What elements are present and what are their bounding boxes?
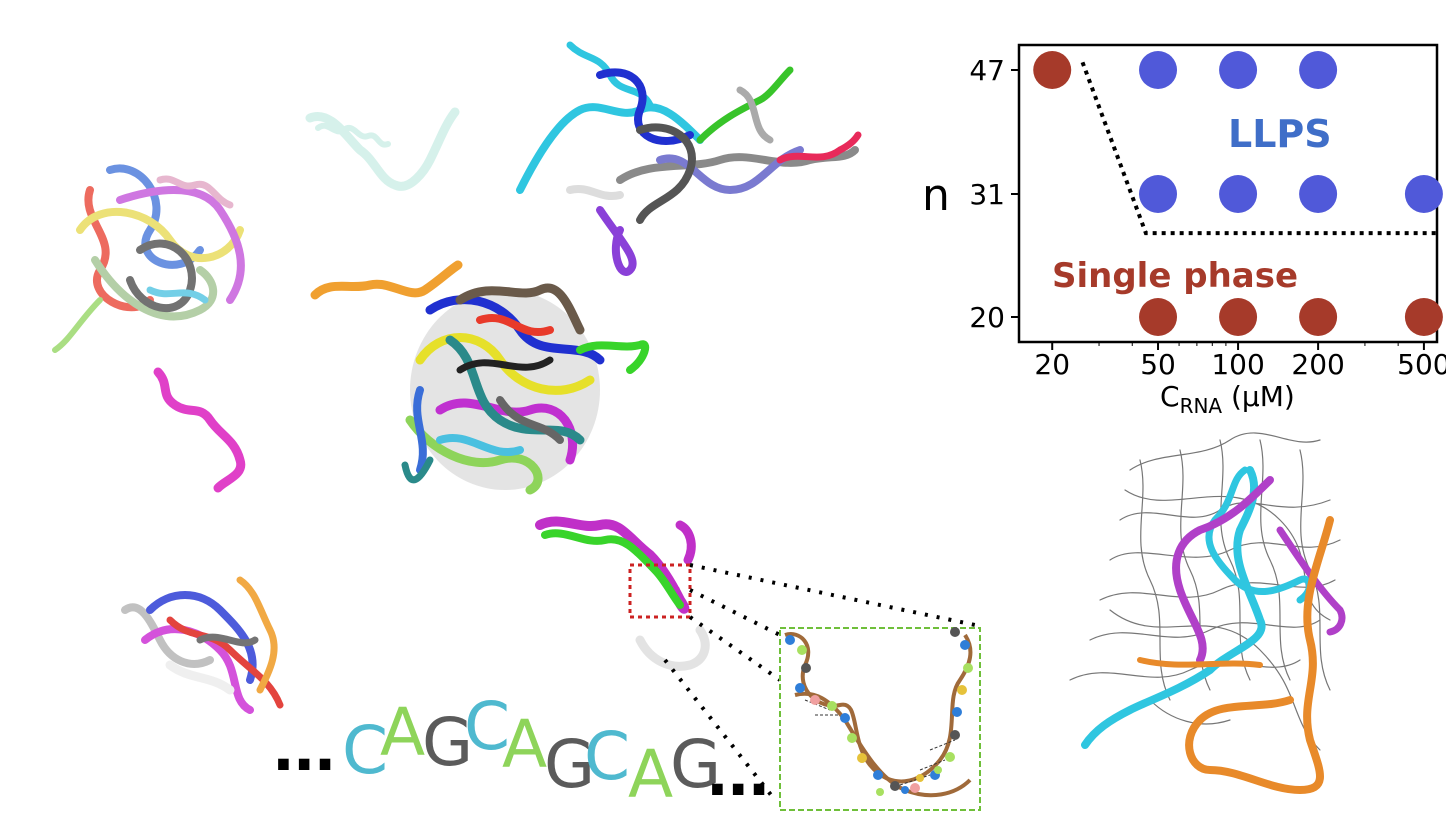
y-tick-label: 20	[969, 301, 1005, 334]
zoom-inset	[779, 627, 981, 811]
rna-cluster-center	[401, 283, 650, 495]
llps-annotation: LLPS	[1228, 112, 1332, 156]
llps-point	[1404, 175, 1443, 213]
rna-cluster-bottom-left	[121, 576, 284, 714]
llps-point	[1219, 175, 1258, 213]
phase-diagram-chart: 20 50 100 200 500 20 31 47 LLPS Single phase n…	[922, 43, 1446, 418]
llps-point	[1299, 175, 1338, 213]
magenta-chain	[153, 367, 246, 493]
rna-sequence: C A G C A G C A G	[272, 690, 792, 810]
sequence-letter: C	[464, 688, 511, 765]
single-phase-point	[1033, 51, 1072, 89]
rna-cluster-top-left	[52, 164, 245, 353]
llps-point	[1219, 51, 1258, 89]
x-tick-label: 500	[1397, 348, 1446, 381]
zoom-connector-lines	[663, 563, 976, 802]
y-tick-label: 47	[969, 54, 1005, 87]
orange-tail	[310, 260, 463, 300]
rna-cluster-top	[516, 41, 862, 276]
rna-duplex	[535, 516, 710, 671]
x-axis-ticks: 20 50 100 200 500	[1034, 342, 1446, 381]
sequence-leading-ellipsis: ...	[272, 715, 336, 785]
faint-chain	[305, 107, 460, 191]
single-phase-annotation: Single phase	[1052, 256, 1298, 296]
plot-frame	[1017, 43, 1439, 344]
sequence-letter: A	[628, 736, 674, 813]
sequence-letter: G	[544, 726, 596, 803]
data-points	[1033, 51, 1443, 336]
x-tick-label: 200	[1291, 348, 1344, 381]
phase-boundary-line	[1080, 61, 1437, 236]
sequence-letter: G	[670, 726, 722, 803]
sequence-letter: C	[342, 712, 389, 789]
x-axis-label-main: C	[1160, 380, 1180, 413]
y-axis-ticks: 20 31 47	[969, 54, 1019, 334]
single-phase-point	[1404, 298, 1443, 336]
x-tick-label: 20	[1034, 348, 1070, 381]
y-tick-label: 31	[969, 178, 1005, 211]
inset-beads	[785, 627, 973, 796]
sequence-letter: A	[380, 694, 426, 771]
llps-point	[1299, 51, 1338, 89]
x-tick-label: 50	[1140, 348, 1176, 381]
single-phase-point	[1299, 298, 1338, 336]
llps-point	[1139, 175, 1178, 213]
sequence-trailing-ellipsis: ...	[706, 740, 770, 810]
sequence-letter: C	[584, 718, 631, 795]
sequence-letter: A	[502, 706, 548, 783]
single-phase-point	[1139, 298, 1178, 336]
single-phase-point	[1219, 298, 1258, 336]
y-axis-label: n	[922, 170, 950, 221]
x-axis-label-subscript: RNA	[1180, 394, 1223, 418]
x-axis-label: CRNA (µM)	[1160, 380, 1295, 418]
x-tick-label: 100	[1211, 348, 1264, 381]
sequence-letter: G	[422, 704, 474, 781]
x-axis-label-unit: (µM)	[1222, 380, 1295, 413]
llps-point	[1139, 51, 1178, 89]
rna-network-bottom-right	[1069, 432, 1346, 794]
